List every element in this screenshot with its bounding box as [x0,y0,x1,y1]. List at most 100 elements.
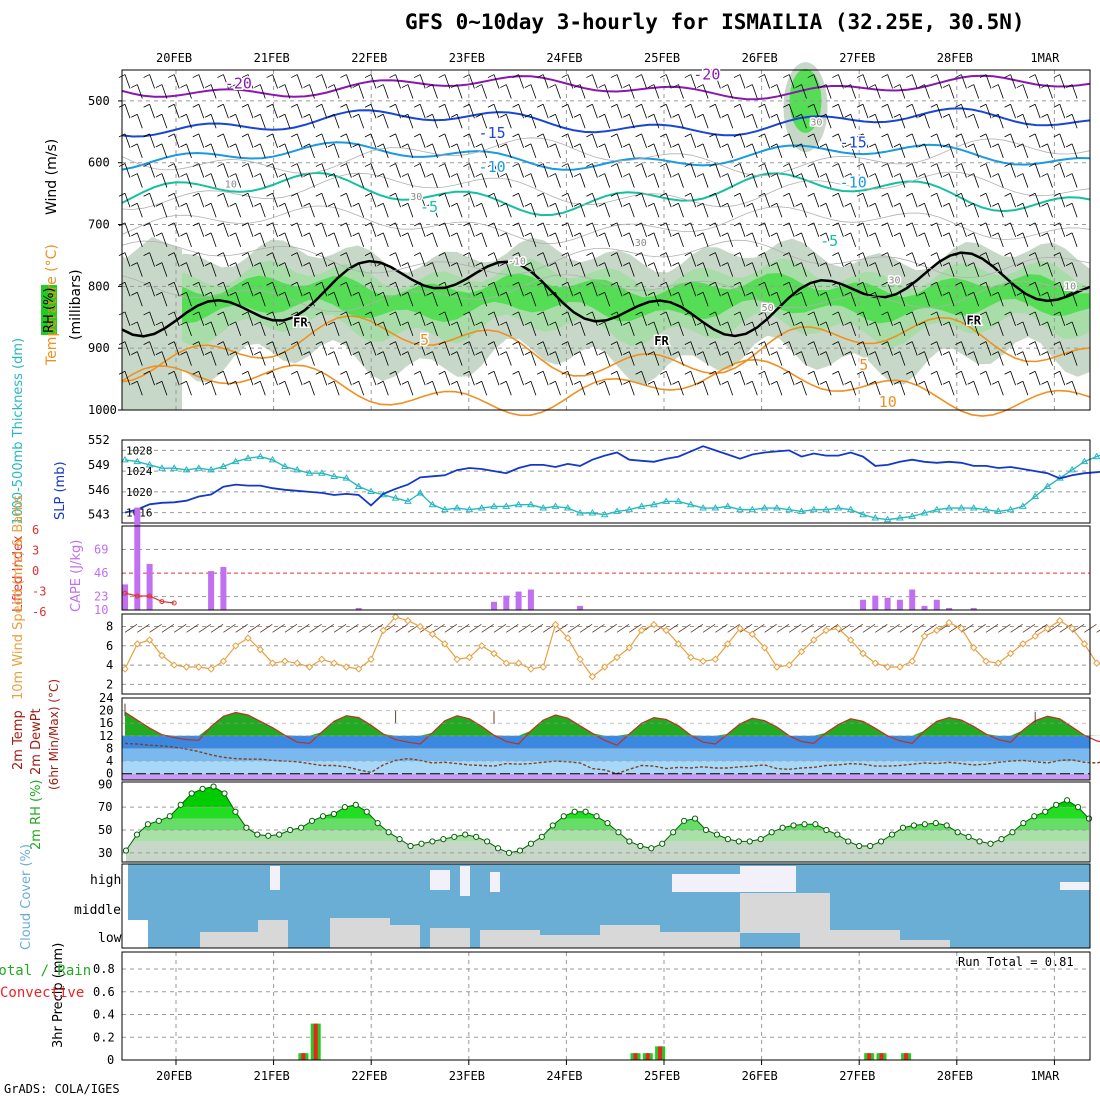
wind-barb-flag [893,232,901,237]
thickness-point [920,509,929,516]
wind-barb [309,292,315,307]
wind-barb [776,321,783,337]
wind-barb-flag [573,380,581,385]
wind-barb [862,371,869,386]
wind-barb-flag [844,143,851,148]
wind-speed-point [969,644,978,652]
wind-barb [862,163,869,178]
wind-barb-flag [438,133,445,138]
wind-barb [284,143,291,159]
wind-barb-flag [475,84,482,88]
wind-barb [555,114,561,129]
wind-barb-flag [426,84,433,88]
thickness-point [686,500,695,508]
wind-barb [407,143,414,159]
wind-barb [1071,351,1078,366]
wind-barb [776,623,790,633]
wind-barb-flag [327,351,335,355]
rh-point [484,838,491,845]
wind-barb-flag [893,173,901,177]
wind-barb-flag [758,281,765,286]
contour-label: -15 [840,133,867,151]
wind-barb-flag [401,291,409,296]
wind-barb [1034,311,1041,327]
wind-barb [395,623,408,633]
wind-barb-flag [906,192,913,197]
wind-barb [136,292,143,307]
wind-barb [161,84,168,99]
wind-barb [333,292,340,307]
wind-speed-point [871,659,880,667]
wind-barb-flag [364,133,372,138]
wind-barb-flag [1041,84,1048,88]
wind-barb [592,252,598,267]
wind-barb-flag [254,173,261,177]
wind-barb-flag [856,192,864,197]
thickness-point [158,464,166,471]
wind-barb [186,351,192,366]
wind-barb-flag [1053,252,1060,256]
wind-barb-flag [647,262,655,266]
thickness-point [932,505,941,513]
wind-barb-flag [733,74,741,78]
wind-barb-flag [266,281,273,286]
wind-barb [432,262,438,277]
wind-barb-flag [856,103,864,108]
wind-barb [813,74,820,89]
wind-barb [641,371,647,386]
wind-barb [173,222,180,238]
rh-point [790,822,797,829]
wind-barb [973,143,980,159]
contour-label: FR [293,316,308,330]
isotherm-minus20 [121,74,1091,101]
wind-barb [382,351,389,366]
wind-barb-flag [414,341,421,345]
wind-barb-flag [967,173,974,177]
wind-barb-flag [696,351,704,355]
wind-barb-flag [168,311,175,316]
wind-barb [702,143,709,159]
wind-speed-point [145,636,154,644]
wind-barb [592,311,598,327]
precip-total-label: Total / Rain [0,963,91,979]
wind-barb [505,84,512,99]
wind-barb [358,292,365,307]
wind-speed-point [416,622,424,631]
wind-barb-flag [537,252,544,256]
wind-barb [346,104,352,119]
wind-barb-flag [414,103,421,108]
wind-barb-flag [254,84,261,88]
wind-speed-point [957,624,966,633]
wind-barb [395,252,401,267]
wind-barb [813,163,820,178]
wind-barb [961,371,967,386]
wind-barb [1071,262,1078,277]
wind-barb-flag [549,113,556,118]
wind-barb [690,252,697,267]
wind-barb [1047,262,1053,277]
wind-barb-flag [721,291,728,296]
wind-barb-flag [819,232,827,237]
wind-speed-point [822,626,830,635]
wind-barb-flag [401,351,409,355]
wind-barb [739,371,746,386]
wind-barb [874,351,881,366]
wind-barb [641,252,647,267]
wind-barb-flag [598,143,605,148]
wind-barb-flag [537,341,544,345]
rh-point [177,801,184,808]
wind-barb [874,321,881,337]
wind-barb-flag [696,143,704,148]
wind-barb-flag [746,143,753,148]
wind-barb [161,173,168,188]
wind-barb-flag [561,370,568,375]
wind-barb-flag [795,380,802,385]
wind-barb [948,321,955,337]
wind-barb [186,173,192,188]
wind-barb [247,74,254,89]
rh-band [126,841,1089,862]
wind-barb [321,371,328,386]
wind-barb-flag [795,173,802,177]
wind-barb [751,173,758,188]
wind-barb [985,133,992,149]
